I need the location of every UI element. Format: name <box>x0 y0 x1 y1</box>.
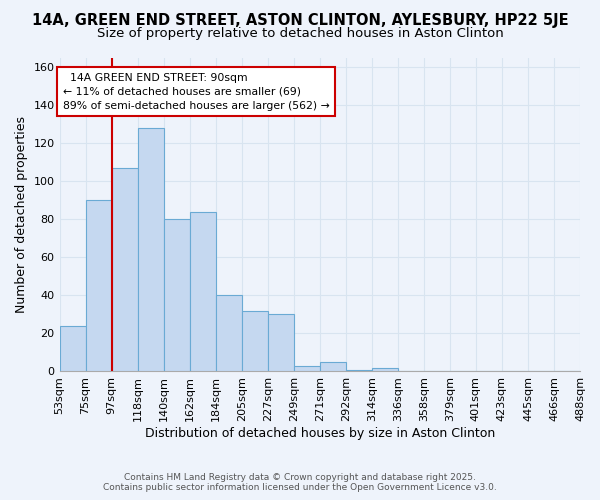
Bar <box>137 128 164 372</box>
Text: Size of property relative to detached houses in Aston Clinton: Size of property relative to detached ho… <box>97 28 503 40</box>
Bar <box>112 168 137 372</box>
Bar <box>294 366 320 372</box>
Bar <box>164 219 190 372</box>
Bar <box>320 362 346 372</box>
Bar <box>190 212 215 372</box>
Bar <box>372 368 398 372</box>
Bar <box>346 370 372 372</box>
Bar <box>268 314 294 372</box>
Bar <box>59 326 86 372</box>
Y-axis label: Number of detached properties: Number of detached properties <box>15 116 28 313</box>
Bar <box>215 296 242 372</box>
Bar <box>86 200 112 372</box>
Text: 14A, GREEN END STREET, ASTON CLINTON, AYLESBURY, HP22 5JE: 14A, GREEN END STREET, ASTON CLINTON, AY… <box>32 12 568 28</box>
Text: Contains HM Land Registry data © Crown copyright and database right 2025.
Contai: Contains HM Land Registry data © Crown c… <box>103 473 497 492</box>
X-axis label: Distribution of detached houses by size in Aston Clinton: Distribution of detached houses by size … <box>145 427 495 440</box>
Bar <box>242 310 268 372</box>
Text: 14A GREEN END STREET: 90sqm
← 11% of detached houses are smaller (69)
89% of sem: 14A GREEN END STREET: 90sqm ← 11% of det… <box>62 72 329 110</box>
